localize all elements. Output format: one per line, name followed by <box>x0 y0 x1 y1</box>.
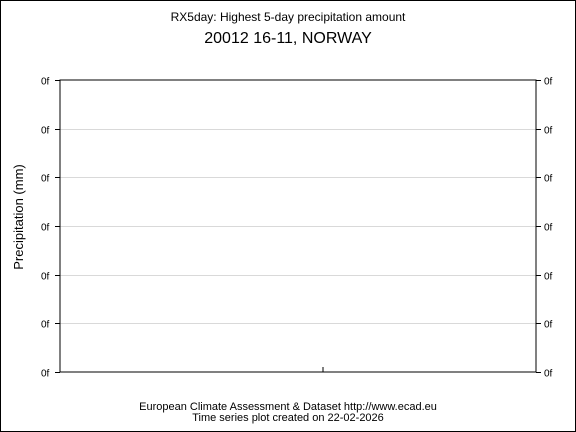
y-tick-label-right: 0f <box>544 272 553 283</box>
y-tick-label-left: 0f <box>41 320 50 331</box>
y-tick-label-right: 0f <box>544 126 553 137</box>
footer-created: Time series plot created on 22-02-2026 <box>192 412 384 424</box>
footer-source: European Climate Assessment & Dataset ht… <box>139 401 437 413</box>
y-tick-label-left: 0f <box>41 369 50 380</box>
y-tick-label-left: 0f <box>41 77 50 88</box>
chart-subtitle: 20012 16-11, NORWAY <box>204 30 372 47</box>
y-tick-label-left: 0f <box>41 174 50 185</box>
y-axis-label: Precipitation (mm) <box>11 164 26 269</box>
chart-title: RX5day: Highest 5-day precipitation amou… <box>171 10 406 24</box>
y-tick-label-right: 0f <box>544 77 553 88</box>
grid-lines <box>60 129 536 324</box>
y-tick-label-left: 0f <box>41 272 50 283</box>
y-tick-label-left: 0f <box>41 126 50 137</box>
y-tick-label-left: 0f <box>41 223 50 234</box>
y-tick-label-right: 0f <box>544 369 553 380</box>
y-tick-label-right: 0f <box>544 320 553 331</box>
y-tick-label-right: 0f <box>544 223 553 234</box>
y-axis-ticks: 0f 0f 0f 0f 0f 0f 0f 0f 0f 0f 0f 0f 0f 0f <box>41 77 553 380</box>
y-tick-label-right: 0f <box>544 174 553 185</box>
